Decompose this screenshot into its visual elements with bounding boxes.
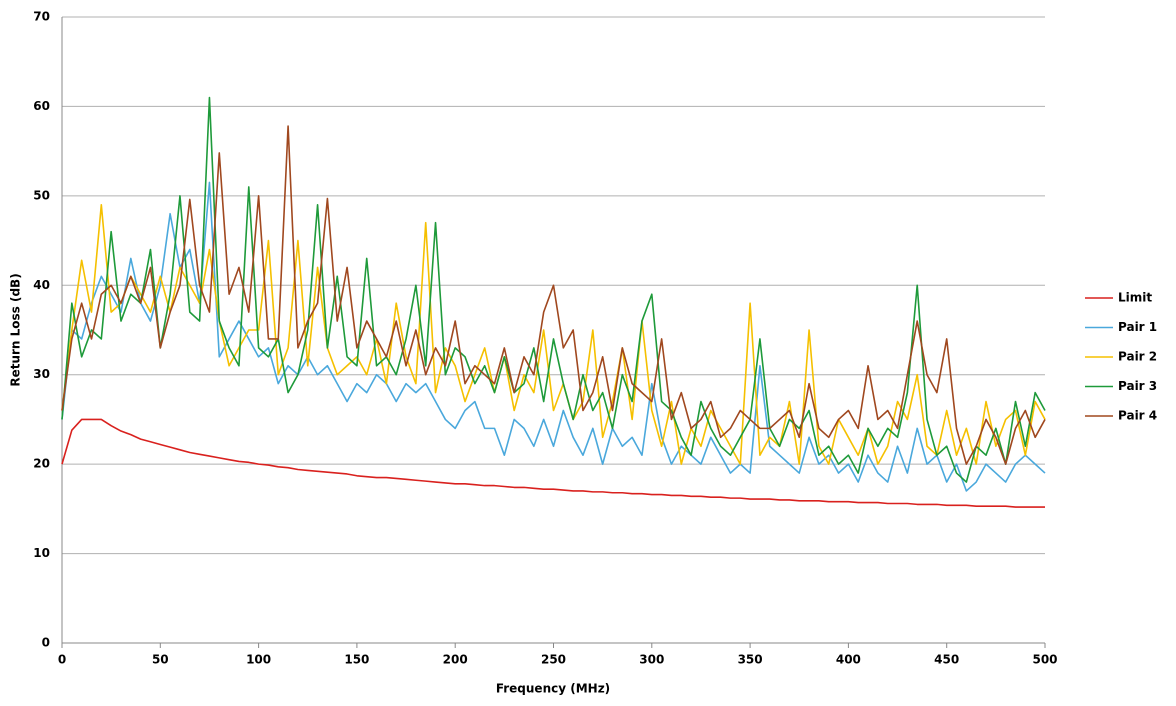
x-tick-label: 400 bbox=[836, 653, 861, 667]
x-tick-label: 50 bbox=[152, 653, 169, 667]
x-tick-label: 200 bbox=[443, 653, 468, 667]
x-tick-label: 0 bbox=[58, 653, 66, 667]
x-tick-label: 150 bbox=[344, 653, 369, 667]
legend-label: Pair 1 bbox=[1118, 320, 1157, 334]
y-tick-label: 40 bbox=[33, 278, 50, 292]
x-tick-label: 350 bbox=[738, 653, 763, 667]
legend-label: Pair 2 bbox=[1118, 350, 1157, 364]
series-line bbox=[61, 418, 1045, 508]
y-tick-label: 50 bbox=[33, 188, 50, 202]
series-line bbox=[61, 125, 1046, 465]
legend-label: Pair 4 bbox=[1118, 409, 1157, 423]
y-tick-label: 60 bbox=[33, 99, 50, 113]
y-axis-label: Return Loss (dB) bbox=[9, 273, 23, 386]
series-line bbox=[61, 204, 1046, 465]
y-tick-label: 0 bbox=[42, 636, 50, 650]
x-tick-label: 450 bbox=[934, 653, 959, 667]
y-tick-label: 70 bbox=[33, 10, 50, 24]
legend-label: Pair 3 bbox=[1118, 379, 1157, 393]
y-tick-label: 20 bbox=[33, 457, 50, 471]
series-line bbox=[61, 181, 1046, 492]
x-tick-label: 300 bbox=[639, 653, 664, 667]
y-tick-label: 10 bbox=[33, 546, 50, 560]
x-tick-label: 100 bbox=[246, 653, 271, 667]
x-tick-label: 500 bbox=[1032, 653, 1057, 667]
series-line bbox=[61, 96, 1046, 483]
x-axis-label: Frequency (MHz) bbox=[496, 682, 610, 696]
x-tick-label: 250 bbox=[541, 653, 566, 667]
y-tick-label: 30 bbox=[33, 367, 50, 381]
legend-label: Limit bbox=[1118, 291, 1152, 305]
